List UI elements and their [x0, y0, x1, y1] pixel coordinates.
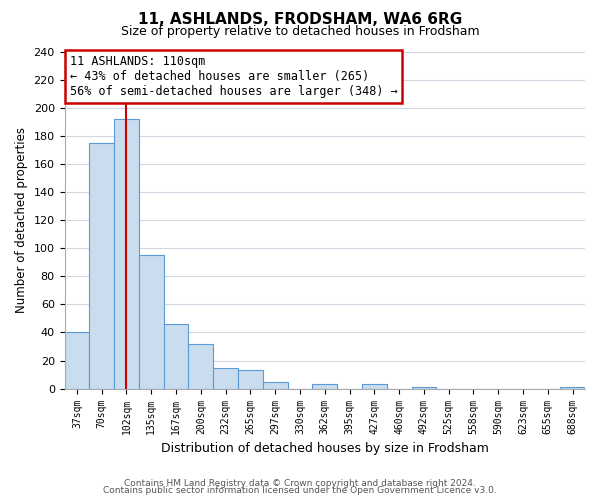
Text: Contains HM Land Registry data © Crown copyright and database right 2024.: Contains HM Land Registry data © Crown c… [124, 478, 476, 488]
Bar [65, 332, 89, 388]
Bar [238, 370, 263, 388]
Bar [263, 382, 287, 388]
Bar [313, 384, 337, 388]
Bar [362, 384, 387, 388]
Text: 11, ASHLANDS, FRODSHAM, WA6 6RG: 11, ASHLANDS, FRODSHAM, WA6 6RG [138, 12, 462, 28]
Bar [114, 119, 139, 388]
Bar [188, 344, 213, 388]
Text: Contains public sector information licensed under the Open Government Licence v3: Contains public sector information licen… [103, 486, 497, 495]
Text: Size of property relative to detached houses in Frodsham: Size of property relative to detached ho… [121, 25, 479, 38]
X-axis label: Distribution of detached houses by size in Frodsham: Distribution of detached houses by size … [161, 442, 489, 455]
Y-axis label: Number of detached properties: Number of detached properties [15, 127, 28, 313]
Text: 11 ASHLANDS: 110sqm
← 43% of detached houses are smaller (265)
56% of semi-detac: 11 ASHLANDS: 110sqm ← 43% of detached ho… [70, 55, 397, 98]
Bar [139, 255, 164, 388]
Bar [89, 143, 114, 388]
Bar [213, 368, 238, 388]
Bar [164, 324, 188, 388]
